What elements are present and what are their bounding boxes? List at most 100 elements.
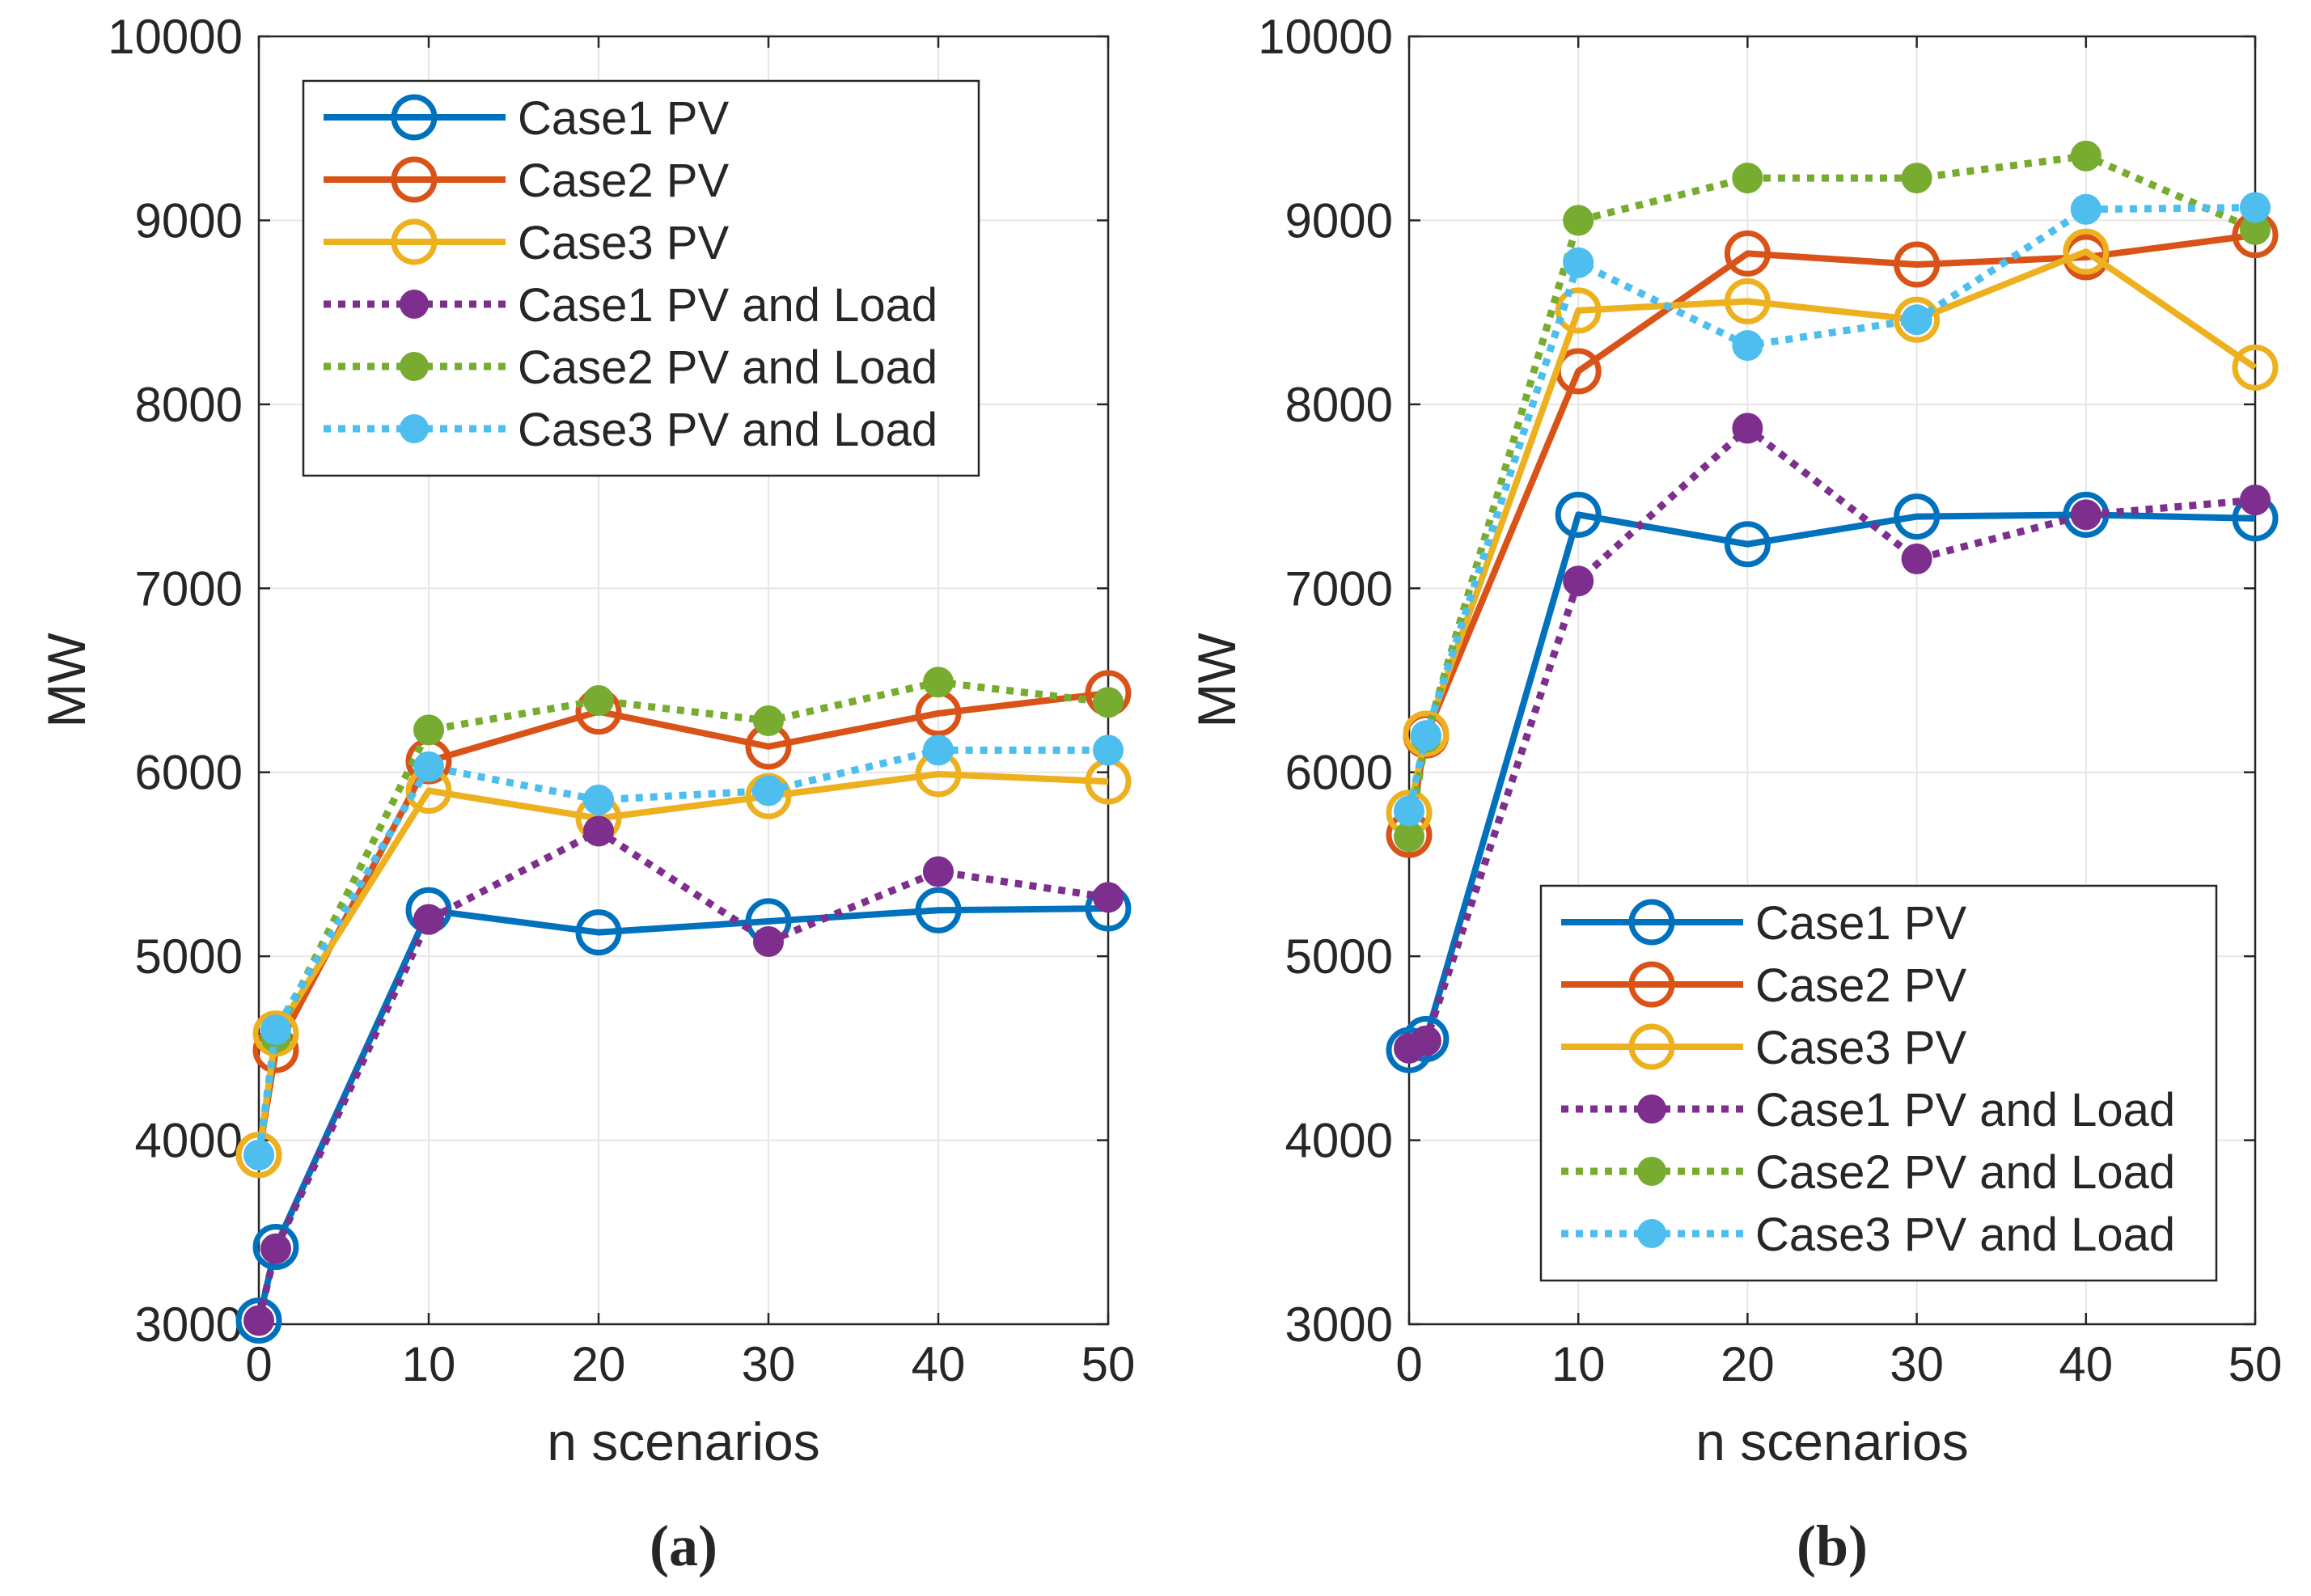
- x-tick-label: 50: [1081, 1337, 1136, 1391]
- y-tick-label: 4000: [135, 1114, 243, 1168]
- legend-marker: [391, 156, 438, 203]
- legend-item: Case2 PV and Load: [324, 341, 938, 394]
- x-tick-label: 40: [2059, 1337, 2113, 1391]
- data-point: [923, 667, 954, 698]
- legend-label: Case3 PV: [1755, 1022, 1966, 1074]
- legend-label: Case2 PV: [518, 155, 729, 207]
- legend-item: Case2 PV: [324, 155, 729, 207]
- y-tick-label: 9000: [135, 193, 243, 248]
- data-point: [1394, 821, 1424, 853]
- legend-label: Case1 PV and Load: [1755, 1084, 2175, 1137]
- legend-label: Case3 PV and Load: [1755, 1209, 2175, 1261]
- y-axis-label: MW: [36, 633, 96, 728]
- data-point: [1093, 734, 1124, 766]
- y-tick-label: 6000: [135, 746, 243, 800]
- data-point: [243, 1305, 274, 1336]
- legend-marker: [391, 94, 438, 141]
- x-tick-label: 10: [1551, 1337, 1606, 1391]
- legend-label: Case1 PV: [518, 92, 729, 145]
- axes-box: [257, 35, 1110, 1326]
- legend-marker: [400, 414, 429, 443]
- legend-marker: [1637, 1094, 1666, 1124]
- x-tick-label: 30: [1890, 1337, 1944, 1391]
- x-axis-label: n scenarios: [547, 1412, 820, 1471]
- data-point: [923, 856, 954, 887]
- data-point: [1732, 330, 1763, 362]
- legend-marker: [1628, 1023, 1675, 1070]
- data-point: [1894, 493, 1941, 540]
- y-tick-label: 3000: [1285, 1298, 1393, 1352]
- data-point: [575, 909, 622, 956]
- data-point: [1563, 565, 1594, 597]
- legend-label: Case2 PV: [1755, 959, 1966, 1012]
- legend-marker: [400, 352, 429, 381]
- x-tick-label: 10: [402, 1337, 456, 1391]
- y-tick-label: 5000: [135, 929, 243, 984]
- data-point: [1724, 521, 1771, 568]
- legend-marker: [1637, 1219, 1666, 1248]
- legend-label: Case3 PV and Load: [518, 404, 938, 456]
- y-tick-label: 7000: [135, 561, 243, 616]
- series-case1-pv-and-load: [243, 815, 1124, 1336]
- chart-panel-b: 0 10 20 30 40 50 3000 4000 5000 6000 7000 8000 9000 1…: [1187, 10, 2282, 1578]
- data-point: [413, 714, 444, 746]
- legend-item: Case3 PV: [324, 217, 729, 269]
- x-tick-label: 50: [2228, 1337, 2283, 1391]
- data-point: [583, 784, 614, 815]
- y-tick-label: 10000: [1258, 10, 1393, 64]
- data-point: [2232, 344, 2279, 391]
- legend-label: Case1 PV and Load: [518, 279, 938, 332]
- data-point: [1901, 543, 1932, 574]
- y-tick-label: 7000: [1285, 561, 1393, 616]
- y-tick-label: 5000: [1285, 929, 1393, 984]
- legend-item: Case1 PV: [1561, 897, 1966, 950]
- data-point: [1410, 1025, 1441, 1056]
- y-tick-label: 9000: [1285, 193, 1393, 248]
- legend-box: [1539, 884, 2218, 1282]
- data-point: [2070, 499, 2101, 531]
- axes-box: [1407, 35, 2257, 1326]
- y-tick-label: 6000: [1285, 746, 1393, 800]
- x-tick-label: 30: [742, 1337, 796, 1391]
- x-tick-label: 0: [245, 1337, 272, 1391]
- series-case3-pv-and-load: [1394, 192, 2271, 827]
- legend-label: Case2 PV and Load: [1755, 1146, 2175, 1199]
- legend-label: Case2 PV and Load: [518, 341, 938, 394]
- legend-marker: [400, 290, 429, 319]
- legend-marker: [391, 218, 438, 265]
- data-point: [235, 1297, 282, 1344]
- panel-caption: (a): [650, 1513, 717, 1578]
- legend: Case1 PV Case2 PV Case3 PV Case1 PV and Loa…: [1539, 884, 2218, 1282]
- data-point: [1732, 163, 1763, 194]
- legend-item: Case2 PV and Load: [1561, 1146, 2175, 1199]
- legend-item: Case2 PV: [1561, 959, 1966, 1012]
- data-point: [1410, 720, 1441, 751]
- data-point: [1093, 882, 1124, 913]
- series-case1-pv-and-load: [1394, 413, 2271, 1064]
- data-point: [413, 751, 444, 782]
- legend-item: Case1 PV and Load: [1561, 1084, 2175, 1137]
- legend-item: Case3 PV and Load: [1561, 1209, 2175, 1261]
- data-point: [413, 904, 444, 935]
- x-tick-label: 20: [572, 1337, 626, 1391]
- legend: Case1 PV Case2 PV Case3 PV Case1 PV and Loa…: [302, 79, 980, 477]
- x-axis-label: n scenarios: [1695, 1412, 1969, 1471]
- data-point: [260, 1014, 291, 1046]
- legend-item: Case3 PV: [1561, 1022, 1966, 1074]
- data-point: [1093, 687, 1124, 718]
- y-tick-label: 8000: [1285, 378, 1393, 432]
- data-point: [1894, 241, 1941, 288]
- data-point: [1394, 795, 1424, 827]
- data-point: [753, 705, 784, 737]
- data-point: [1732, 413, 1763, 444]
- legend-item: Case3 PV and Load: [324, 404, 938, 456]
- legend-item: Case1 PV: [324, 92, 729, 145]
- x-tick-label: 0: [1395, 1337, 1422, 1391]
- data-point: [1563, 247, 1594, 278]
- legend-box: [302, 79, 980, 477]
- data-point: [2240, 192, 2271, 223]
- series-case3-pv-and-load: [243, 734, 1124, 1171]
- data-point: [1724, 230, 1771, 277]
- data-point: [1894, 296, 1941, 343]
